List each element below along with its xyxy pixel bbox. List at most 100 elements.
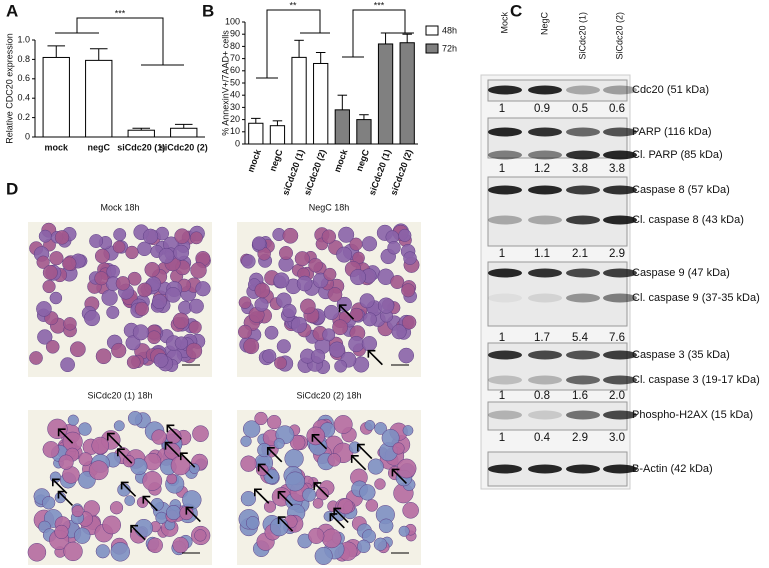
- blot-band: [566, 215, 600, 225]
- quantification: 7.6: [609, 332, 625, 344]
- bar: [170, 127, 198, 138]
- arrow: [121, 481, 137, 497]
- cell: [112, 240, 126, 254]
- cell: [300, 298, 316, 315]
- blot-band: [566, 85, 600, 95]
- y-tick-label: 30: [230, 102, 240, 112]
- cell: [151, 294, 167, 310]
- cell: [166, 473, 178, 485]
- cell: [137, 282, 152, 298]
- cell: [273, 272, 290, 289]
- cell: [327, 287, 343, 302]
- cell: [144, 261, 160, 278]
- blot-band: [603, 464, 637, 474]
- legend-label: 72h: [442, 43, 457, 53]
- cell: [391, 324, 407, 340]
- cell: [188, 320, 202, 334]
- cell: [241, 254, 256, 269]
- cell: [49, 291, 63, 305]
- blot-band: [603, 375, 637, 385]
- cell: [27, 543, 47, 562]
- y-tick-label: 20: [230, 114, 240, 124]
- cell: [361, 236, 378, 252]
- cell: [71, 505, 84, 518]
- cell: [125, 335, 141, 351]
- cell: [37, 329, 53, 345]
- arrow: [357, 443, 373, 460]
- cell: [314, 546, 333, 565]
- quantification: 0.9: [534, 103, 550, 115]
- cell: [264, 325, 279, 340]
- bar: [248, 122, 264, 145]
- blot-band: [603, 215, 637, 225]
- cell: [387, 241, 401, 255]
- cell: [109, 501, 124, 515]
- cell: [315, 487, 330, 501]
- cell: [332, 319, 348, 336]
- quantification: 0.5: [572, 103, 588, 115]
- cell: [365, 499, 379, 512]
- cell: [322, 328, 336, 342]
- cell: [153, 353, 169, 368]
- cell: [101, 289, 118, 306]
- x-tick-label: siCdc20 (2): [388, 148, 414, 197]
- cell: [137, 241, 152, 257]
- cell: [381, 429, 400, 447]
- cell: [174, 228, 190, 244]
- cell: [113, 228, 127, 242]
- cell: [396, 458, 417, 479]
- cell: [95, 348, 112, 365]
- cell: [294, 251, 310, 267]
- x-tick-label: siCdc20 (2): [302, 148, 328, 197]
- y-tick-label: 80: [230, 41, 240, 51]
- blot-band: [603, 268, 637, 278]
- significance-brackets: [55, 9, 414, 79]
- arrow-head: [266, 447, 275, 455]
- arrow-head: [333, 507, 342, 516]
- blot-band: [566, 150, 600, 160]
- cell: [165, 287, 181, 303]
- cell: [95, 544, 110, 559]
- blot-band: [603, 350, 637, 360]
- cell: [282, 303, 297, 319]
- cell: [378, 518, 394, 534]
- blot-band: [528, 150, 562, 160]
- arrow-head: [120, 481, 129, 490]
- blot-band: [566, 464, 600, 474]
- cell: [54, 524, 69, 540]
- arrow: [367, 350, 383, 366]
- cell: [113, 420, 125, 432]
- significance: ***: [115, 8, 126, 18]
- panel-label: A: [6, 1, 18, 20]
- cell: [254, 282, 271, 299]
- arrow: [164, 442, 181, 458]
- cell: [126, 355, 141, 370]
- blot-band: [488, 127, 522, 137]
- cell: [262, 349, 277, 364]
- legend-swatch: [425, 43, 439, 54]
- cell: [245, 516, 260, 530]
- arrow: [107, 432, 123, 449]
- cell: [402, 315, 417, 330]
- cell: [254, 411, 268, 426]
- blot-band: [528, 185, 562, 195]
- cell: [172, 536, 189, 554]
- arrow: [142, 496, 158, 512]
- significance: **: [289, 0, 297, 10]
- cell: [111, 342, 127, 359]
- micrograph-title: NegC 18h: [309, 202, 350, 212]
- x-tick-label: siCdc20 (1): [117, 142, 165, 152]
- arrow-head: [57, 428, 66, 437]
- cell: [276, 339, 291, 354]
- arrow-head: [51, 478, 60, 487]
- blot-band: [566, 185, 600, 195]
- quantification: 2.1: [572, 248, 588, 260]
- cell: [142, 228, 159, 244]
- arrow-head: [130, 524, 139, 533]
- cell: [240, 435, 252, 447]
- blot-band: [603, 150, 637, 160]
- cell: [110, 542, 130, 562]
- blot-label: Caspase 9 (47 kDa): [632, 267, 730, 279]
- quantification: 1: [499, 390, 505, 402]
- cell: [67, 414, 79, 426]
